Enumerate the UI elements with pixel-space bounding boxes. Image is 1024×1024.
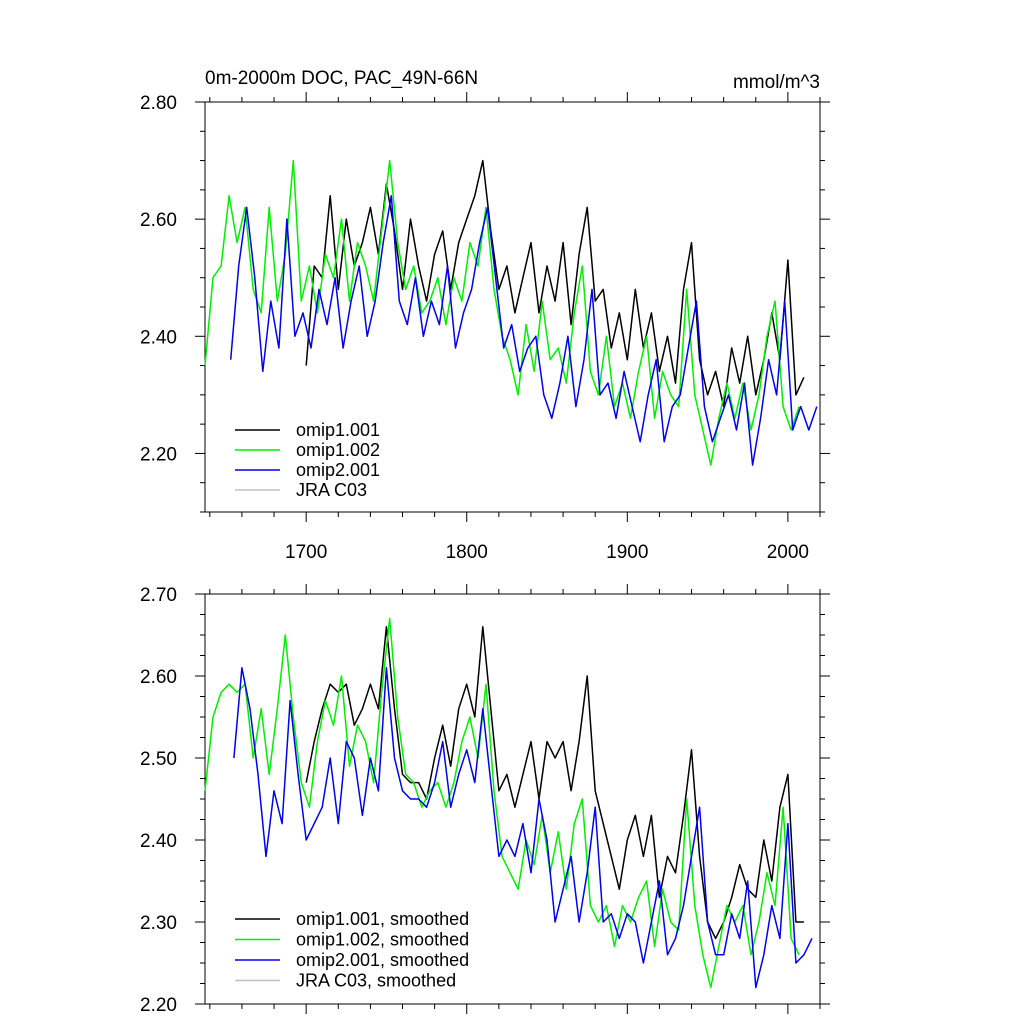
y-tick-label: 2.60 [140,210,177,231]
y-tick-label: 2.70 [140,585,177,606]
x-tick-label: 1900 [606,542,648,563]
series-line-omip1-001-smoothed [305,626,804,940]
x-tick-label: 1700 [285,542,327,563]
x-tick-label: 2000 [767,542,809,563]
legend-label: omip1.001 [296,420,380,440]
y-tick-label: 2.20 [140,995,177,1016]
legend-label: omip1.002, smoothed [296,930,469,950]
legend-label: omip1.001, smoothed [296,909,469,929]
y-tick-label: 2.20 [140,444,177,465]
y-tick-label: 2.80 [140,93,177,114]
series-line-omip2-001 [229,194,818,466]
x-tick-label: 1800 [446,542,488,563]
series-line-omip1-001 [305,159,805,408]
top-series-group [204,159,818,466]
bottom-panel: 2.20 2.30 2.40 2.50 2.60 2.70 omip1.001, smoo… [140,584,830,1016]
legend-label: JRA C03 [296,480,367,500]
series-line-omip1-002 [204,159,800,466]
bottom-series-group [204,617,813,989]
legend-label: omip1.002 [296,440,380,460]
series-line-omip2-001-smoothed [233,667,813,989]
y-tick-label: 2.50 [140,749,177,770]
series-line-omip1-002-smoothed [204,617,800,989]
top-panel-title: 0m-2000m DOC, PAC_49N-66N [205,68,478,89]
top-panel: 0m-2000m DOC, PAC_49N-66N mmol/m^3 1700 1… [140,68,830,563]
top-panel-units: mmol/m^3 [733,72,820,93]
legend-label: omip2.001, smoothed [296,950,469,970]
y-tick-label: 2.60 [140,667,177,688]
top-axis-ticks: 1700 1800 1900 2000 2.20 2.40 2.60 2.80 [140,92,830,563]
y-tick-label: 2.40 [140,831,177,852]
bottom-axis-ticks: 2.20 2.30 2.40 2.50 2.60 2.70 [140,584,830,1016]
y-tick-label: 2.30 [140,913,177,934]
legend-label: JRA C03, smoothed [296,971,456,991]
legend-label: omip2.001 [296,460,380,480]
y-tick-label: 2.40 [140,327,177,348]
